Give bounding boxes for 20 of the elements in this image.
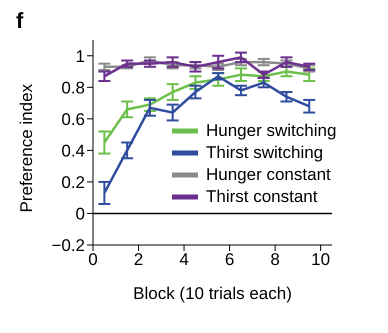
x-tick-label: 6 xyxy=(224,250,234,270)
x-tick-label: 0 xyxy=(88,250,98,270)
y-axis-title: Preference index xyxy=(17,83,36,212)
y-tick-label: −0.2 xyxy=(51,236,85,256)
y-tick-label: 1 xyxy=(76,46,85,66)
y-tick-label: 0.6 xyxy=(61,110,85,129)
x-tick-label: 4 xyxy=(179,250,189,270)
x-axis-title: Block (10 trials each) xyxy=(133,284,292,303)
chart-title: f xyxy=(16,8,24,34)
x-tick-label: 2 xyxy=(134,250,144,270)
legend-label: Thirst switching xyxy=(206,142,324,164)
legend-label: Thirst constant xyxy=(206,186,318,208)
y-tick-label: 0.4 xyxy=(61,141,85,160)
y-tick-label: 0 xyxy=(76,204,85,224)
y-tick-label: 0.2 xyxy=(61,172,85,192)
x-tick-label: 10 xyxy=(311,250,330,270)
x-tick-label: 8 xyxy=(270,250,280,270)
legend-label: Hunger constant xyxy=(206,164,331,186)
y-tick-label: 0.8 xyxy=(61,78,85,98)
legend-label: Hunger switching xyxy=(206,120,336,142)
